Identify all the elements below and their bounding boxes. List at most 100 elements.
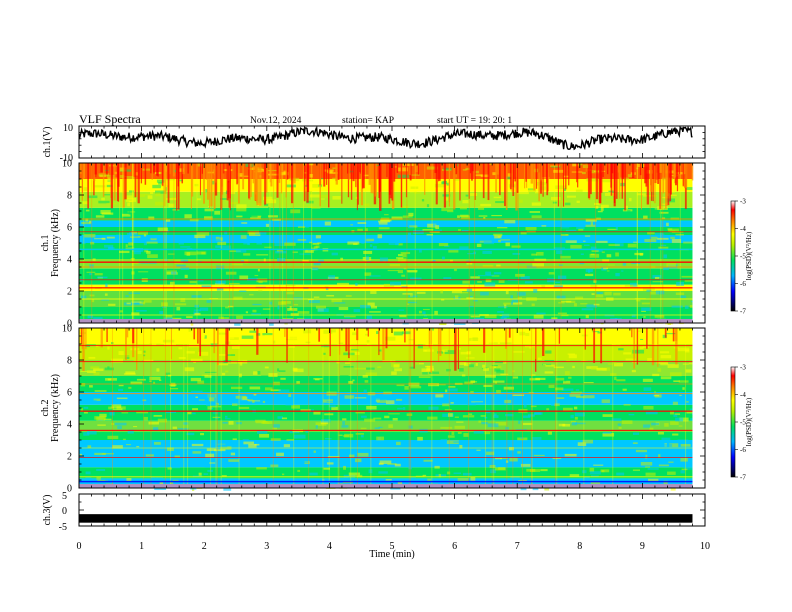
- spectrum-speckle: [219, 245, 231, 249]
- spectrum-impulse: [493, 328, 495, 488]
- freq-tick-label-0: 0: [67, 319, 72, 330]
- spectrum-speckle: [364, 272, 372, 276]
- spectrum-speckle: [610, 373, 617, 376]
- spectrum-speckle: [593, 464, 604, 466]
- spectrum-speckle: [305, 223, 317, 227]
- spectrum-speckle: [631, 370, 636, 373]
- spectrum-speckle: [236, 204, 247, 209]
- spectrum-streak: [187, 163, 189, 174]
- spectrum-speckle: [243, 253, 251, 256]
- spectrum-speckle: [256, 467, 267, 470]
- spectrum-streak: [368, 163, 371, 185]
- spectrum-streak: [613, 163, 616, 207]
- spectrum-speckle: [601, 399, 610, 404]
- spectrum-speckle: [448, 386, 456, 388]
- spectrum-speckle: [166, 198, 177, 201]
- spectrum-band: [79, 478, 693, 488]
- spectrum-speckle: [426, 234, 434, 236]
- spectrum-speckle: [366, 203, 370, 207]
- spectrum-speckle: [426, 354, 431, 358]
- spectrum-speckle: [680, 470, 685, 474]
- spectrum-speckle: [106, 236, 115, 239]
- spectrum-speckle: [652, 275, 662, 279]
- spectrum-speckle: [532, 437, 542, 440]
- spectrum-streak: [201, 163, 203, 174]
- spectrum-speckle: [342, 421, 345, 425]
- spectrum-speckle: [147, 400, 158, 402]
- spectrum-speckle: [174, 455, 180, 458]
- spectrum-speckle: [239, 462, 248, 464]
- spectrum-speckle: [212, 416, 221, 419]
- spectrum-speckle: [81, 240, 86, 245]
- spectrum-streak: [542, 328, 545, 356]
- spectrum-speckle: [556, 397, 565, 399]
- spectrum-speckle: [542, 363, 552, 366]
- spectrum-speckle: [258, 289, 263, 292]
- spectrum-speckle: [299, 253, 311, 255]
- spectrum-speckle: [227, 360, 238, 364]
- spectrum-speckle: [426, 204, 430, 208]
- spectrum-speckle: [660, 362, 669, 366]
- spectrum-speckle: [110, 342, 114, 344]
- spectrum-impulse: [238, 328, 240, 488]
- spectrum-speckle: [576, 225, 585, 230]
- spectrum-speckle: [496, 227, 508, 229]
- spectrum-impulse: [414, 163, 416, 323]
- chart-start-ut: start UT = 19: 20: 1: [437, 116, 512, 126]
- spectrum-speckle: [568, 354, 577, 359]
- spectrum-speckle: [172, 209, 180, 211]
- spectrum-speckle: [493, 272, 502, 275]
- spectrum-speckle: [442, 403, 450, 407]
- spectrum-speckle: [593, 279, 597, 283]
- spectrum-streak: [259, 163, 262, 206]
- spectrum-speckle: [126, 478, 132, 482]
- spectrum-speckle: [207, 469, 214, 472]
- spectrum-speckle: [691, 301, 693, 303]
- spectrum-speckle: [377, 366, 382, 369]
- ch2-colorbar-ticks: -3-4-5-6-7: [735, 364, 746, 482]
- spectrum-speckle: [577, 442, 587, 446]
- spectrum-speckle: [372, 241, 379, 244]
- spectrum-speckle: [474, 170, 479, 174]
- spectrum-speckle: [638, 330, 644, 332]
- spectrum-speckle: [678, 183, 684, 186]
- spectrum-streak: [270, 163, 273, 187]
- spectrum-speckle: [128, 242, 134, 246]
- spectrum-speckle: [647, 358, 653, 361]
- spectrum-speckle: [343, 465, 347, 470]
- spectrum-speckle: [251, 213, 258, 217]
- spectrum-streak: [329, 328, 331, 357]
- spectrum-streak: [164, 163, 166, 207]
- spectrum-streak: [621, 163, 624, 199]
- spectrum-speckle: [611, 340, 616, 345]
- spectrum-speckle: [460, 351, 471, 355]
- spectrum-speckle: [422, 440, 433, 443]
- spectrum-speckle: [441, 256, 445, 260]
- spectrum-speckle: [236, 315, 243, 320]
- spectrum-speckle: [264, 203, 269, 207]
- spectrum-speckle: [469, 305, 474, 308]
- spectrum-speckle: [557, 451, 568, 455]
- spectrum-speckle: [542, 364, 547, 366]
- spectrum-speckle: [524, 345, 536, 348]
- spectrum-speckle: [157, 418, 168, 423]
- spectrum-speckle: [91, 299, 95, 303]
- spectrum-speckle: [214, 210, 221, 215]
- spectrum-speckle: [397, 481, 403, 484]
- spectrum-speckle: [410, 386, 422, 389]
- spectrum-speckle: [492, 172, 497, 176]
- spectrum-speckle: [395, 398, 403, 401]
- spectrum-speckle: [615, 252, 619, 257]
- spectrum-speckle: [252, 309, 257, 313]
- spectrum-speckle: [440, 439, 448, 442]
- spectrum-speckle: [613, 292, 621, 296]
- spectrum-speckle: [509, 447, 514, 451]
- spectrum-speckle: [511, 299, 519, 303]
- spectrum-speckle: [423, 459, 433, 462]
- spectrum-speckle: [574, 465, 582, 467]
- spectrum-speckle: [148, 216, 155, 220]
- spectrum-speckle: [278, 301, 287, 305]
- spectrum-speckle: [303, 329, 312, 334]
- spectrum-speckle: [348, 288, 359, 291]
- spectrum-speckle: [596, 292, 603, 295]
